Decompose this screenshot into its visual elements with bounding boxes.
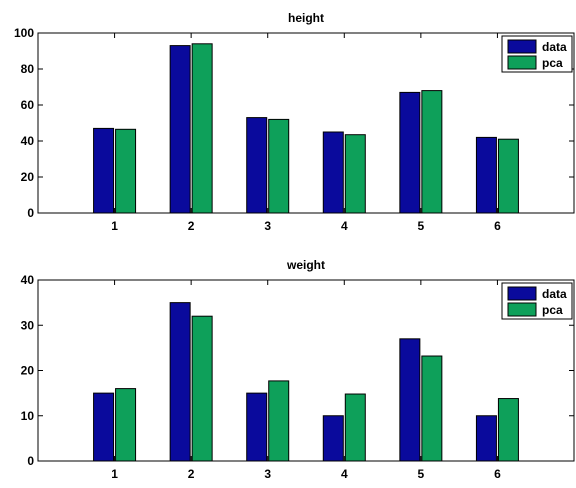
x-tick-label: 5 — [418, 467, 425, 481]
x-tick-label: 6 — [494, 219, 501, 233]
chart-title: weight — [286, 258, 325, 272]
bar-pca-1 — [115, 128, 137, 214]
bar-data-2 — [169, 45, 191, 214]
chart-panel-1: height 0 20 40 60 80 100 1 2 3 4 5 6 data pca — [14, 11, 575, 233]
y-tick-label: 30 — [21, 318, 35, 332]
y-tick-label: 20 — [21, 170, 35, 184]
bar-pca-2 — [191, 43, 213, 214]
bar-data-3 — [246, 117, 268, 214]
legend: data pca — [501, 282, 573, 320]
chart-title: height — [288, 11, 324, 25]
chart-panel-2: weight 0 10 20 30 40 1 2 3 4 5 6 data pca — [21, 258, 575, 481]
bar-data-2 — [169, 302, 191, 462]
bar-data-6 — [475, 415, 497, 462]
bar-data-5 — [399, 338, 421, 462]
y-tick-label: 60 — [21, 98, 35, 112]
legend-label-data: data — [542, 287, 567, 301]
x-tick-label: 4 — [341, 219, 348, 233]
bar-pca-5 — [421, 90, 443, 214]
y-tick-label: 0 — [27, 206, 34, 220]
legend-swatch-pca — [507, 55, 537, 70]
y-tick-label: 80 — [21, 62, 35, 76]
x-tick-label: 3 — [264, 467, 271, 481]
bar-pca-4 — [344, 393, 366, 462]
legend-label-pca: pca — [542, 56, 563, 70]
bar-data-4 — [322, 415, 344, 462]
bar-pca-6 — [497, 398, 519, 462]
x-tick-label: 2 — [188, 219, 195, 233]
bar-pca-4 — [344, 134, 366, 214]
x-tick-label: 4 — [341, 467, 348, 481]
legend-label-data: data — [542, 40, 567, 54]
x-tick-label: 5 — [418, 219, 425, 233]
y-tick-label: 40 — [21, 273, 35, 287]
y-tick-label: 20 — [21, 364, 35, 378]
legend-swatch-data — [507, 286, 537, 301]
legend: data pca — [501, 35, 573, 73]
y-tick-label: 40 — [21, 134, 35, 148]
bar-pca-1 — [115, 388, 137, 462]
x-tick-label: 1 — [111, 219, 118, 233]
y-tick-label: 0 — [27, 454, 34, 468]
y-tick-label: 10 — [21, 409, 35, 423]
legend-swatch-pca — [507, 302, 537, 317]
legend-label-pca: pca — [542, 303, 563, 317]
plot-frame — [37, 32, 575, 214]
bar-data-1 — [93, 392, 115, 462]
bar-pca-3 — [268, 380, 290, 462]
bar-data-1 — [93, 127, 115, 214]
bar-pca-3 — [268, 118, 290, 214]
bar-data-3 — [246, 392, 268, 462]
bar-pca-5 — [421, 355, 443, 462]
legend-swatch-data — [507, 39, 537, 54]
bar-data-5 — [399, 91, 421, 214]
bar-pca-2 — [191, 315, 213, 462]
x-tick-label: 1 — [111, 467, 118, 481]
y-tick-label: 100 — [14, 26, 34, 40]
bar-data-6 — [475, 136, 497, 214]
x-tick-label: 6 — [494, 467, 501, 481]
x-tick-label: 3 — [264, 219, 271, 233]
bar-data-4 — [322, 131, 344, 214]
x-tick-label: 2 — [188, 467, 195, 481]
bar-pca-6 — [497, 138, 519, 214]
